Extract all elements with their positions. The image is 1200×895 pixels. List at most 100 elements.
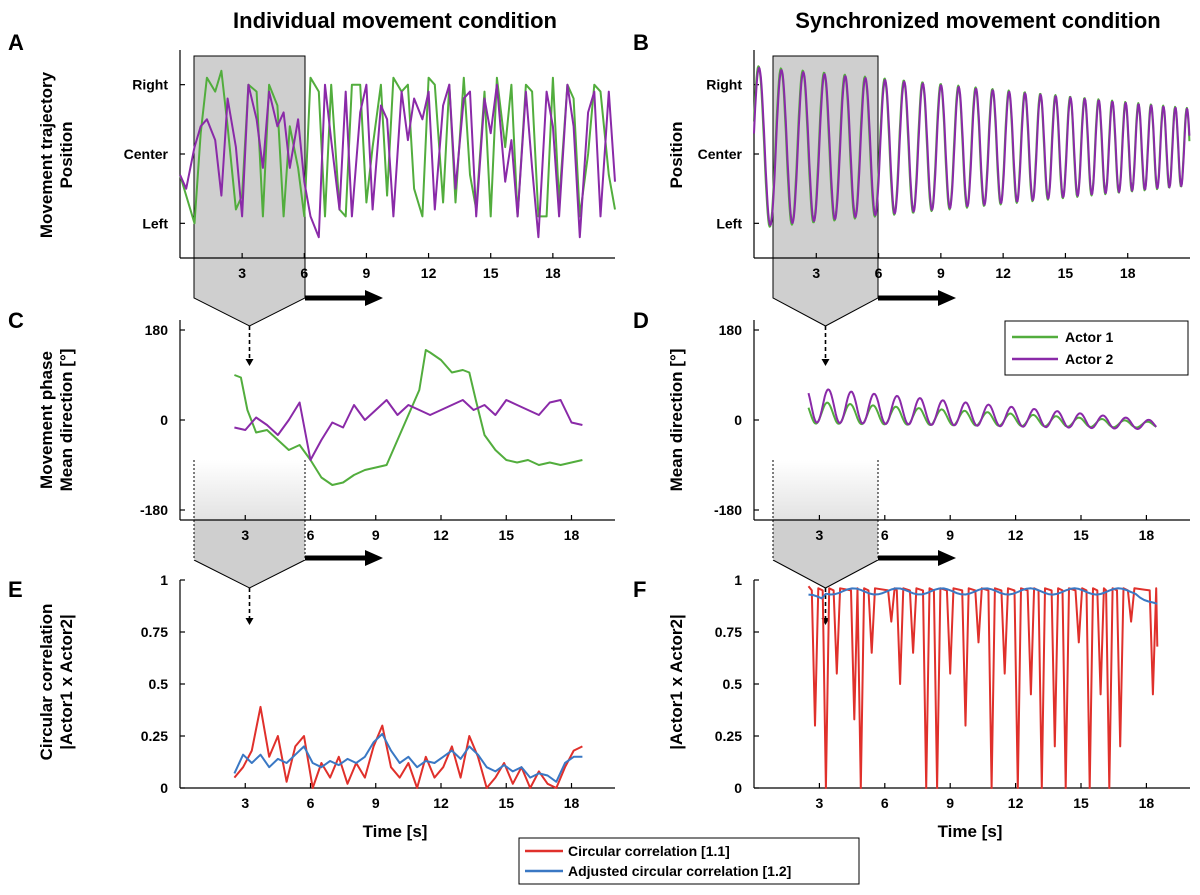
panel-c: 3 6 9 12 15 18 -180 0 180 — [140, 320, 615, 543]
x-tick-label: 12 — [421, 265, 437, 281]
y-tick-label: Left — [142, 215, 168, 231]
panel-letter-a: A — [8, 30, 24, 55]
x-tick-label: 3 — [816, 527, 824, 543]
y-tick-label: 0 — [734, 412, 742, 428]
x-tick-label: 9 — [946, 527, 954, 543]
x-tick-label: 15 — [1073, 527, 1089, 543]
analysis-window-lower — [772, 460, 879, 589]
x-tick-label: 18 — [564, 795, 580, 811]
y-tick-label: Right — [706, 77, 742, 93]
y-tick-label: 0.25 — [141, 728, 168, 744]
dashed-arrow-down-icon — [245, 326, 254, 366]
y-tick-label: 0 — [160, 412, 168, 428]
y-tick-label: 0.25 — [715, 728, 742, 744]
y-tick-label: 0.5 — [723, 676, 743, 692]
x-tick-label: 6 — [875, 265, 883, 281]
dashed-arrow-down-icon — [245, 588, 254, 625]
svg-text:Movement phase: Movement phase — [37, 351, 56, 489]
panel-e: 3 6 9 12 15 18 0 0.25 0.5 0.75 1 — [141, 572, 615, 811]
series-line-2 — [179, 83, 616, 239]
x-tick-label: 12 — [1008, 795, 1024, 811]
panel-letter-d: D — [633, 308, 649, 333]
analysis-window — [193, 55, 306, 327]
y-tick-label: 0.75 — [715, 624, 742, 640]
arrow-right-icon — [305, 290, 383, 306]
panel-d: 3 6 9 12 15 18 -180 0 180 — [714, 320, 1190, 543]
svg-text:Position: Position — [667, 121, 686, 188]
y-tick-label: 0 — [160, 780, 168, 796]
svg-text:Position: Position — [57, 121, 76, 188]
analysis-window-lower — [193, 460, 306, 589]
legend-actor2-label: Actor 2 — [1065, 351, 1113, 367]
x-tick-label: 6 — [307, 795, 315, 811]
legend-actors: Actor 1 Actor 2 — [1004, 320, 1189, 376]
y-label-a: Movement trajectory Position — [37, 71, 76, 238]
x-tick-label: 12 — [995, 265, 1011, 281]
y-label-b: Position — [667, 121, 686, 188]
x-tick-label: 15 — [498, 527, 514, 543]
panel-letter-b: B — [633, 30, 649, 55]
svg-text:Mean direction [°]: Mean direction [°] — [57, 349, 76, 492]
panel-letter-f: F — [633, 577, 646, 602]
x-tick-label: 9 — [363, 265, 371, 281]
svg-text:|Actor1 x Actor2|: |Actor1 x Actor2| — [57, 614, 76, 749]
x-label-e: Time [s] — [363, 822, 428, 841]
x-tick-label: 6 — [881, 795, 889, 811]
panel-b: 3 6 9 12 15 18 Left Center Right — [698, 50, 1191, 281]
arrow-right-icon — [878, 550, 956, 566]
x-tick-label: 3 — [812, 265, 820, 281]
x-tick-label: 3 — [241, 795, 249, 811]
panel-letter-e: E — [8, 577, 23, 602]
y-tick-label: 0 — [734, 780, 742, 796]
x-tick-label: 12 — [433, 527, 449, 543]
x-tick-label: 9 — [946, 795, 954, 811]
y-tick-label: -180 — [714, 502, 742, 518]
y-tick-label: 1 — [160, 572, 168, 588]
series-line-1 — [807, 585, 1159, 789]
title-left: Individual movement condition — [233, 8, 557, 33]
x-tick-label: 9 — [937, 265, 945, 281]
x-tick-label: 15 — [498, 795, 514, 811]
dashed-arrow-down-icon — [821, 326, 830, 366]
arrow-right-icon — [878, 290, 956, 306]
svg-text:Mean direction [°]: Mean direction [°] — [667, 349, 686, 492]
series-line-2 — [753, 66, 1191, 227]
x-tick-label: 3 — [241, 527, 249, 543]
legend-correlation: Circular correlation [1.1] Adjusted circ… — [518, 837, 860, 885]
panel-a: 3 6 9 12 15 18 Left Center Right — [124, 50, 616, 281]
x-tick-label: 3 — [816, 795, 824, 811]
x-tick-label: 15 — [483, 265, 499, 281]
y-label-c: Movement phase Mean direction [°] — [37, 349, 76, 492]
x-tick-label: 18 — [564, 527, 580, 543]
x-tick-label: 9 — [372, 795, 380, 811]
y-tick-label: 0.75 — [141, 624, 168, 640]
y-tick-label: Center — [698, 146, 743, 162]
y-tick-label: Left — [716, 215, 742, 231]
y-tick-label: 1 — [734, 572, 742, 588]
x-tick-label: 6 — [307, 527, 315, 543]
y-label-f: |Actor1 x Actor2| — [667, 614, 686, 749]
x-tick-label: 6 — [300, 265, 308, 281]
x-tick-label: 18 — [545, 265, 561, 281]
x-tick-label: 9 — [372, 527, 380, 543]
arrow-right-icon — [305, 550, 383, 566]
y-tick-label: 0.5 — [149, 676, 169, 692]
x-tick-label: 18 — [1139, 795, 1155, 811]
x-tick-label: 6 — [881, 527, 889, 543]
y-tick-label: 180 — [719, 322, 743, 338]
series-line-2 — [233, 732, 583, 783]
title-right: Synchronized movement condition — [795, 8, 1160, 33]
y-tick-label: Right — [132, 77, 168, 93]
y-tick-label: -180 — [140, 502, 168, 518]
x-tick-label: 18 — [1139, 527, 1155, 543]
svg-text:Circular correlation: Circular correlation — [37, 604, 56, 761]
series-line-2 — [808, 587, 1158, 605]
svg-text:Movement trajectory: Movement trajectory — [37, 71, 56, 238]
x-tick-label: 18 — [1120, 265, 1136, 281]
y-tick-label: Center — [124, 146, 169, 162]
svg-text:|Actor1 x Actor2|: |Actor1 x Actor2| — [667, 614, 686, 749]
legend-circular-label: Circular correlation [1.1] — [568, 843, 730, 859]
series-line-1 — [234, 349, 583, 486]
x-label-f: Time [s] — [938, 822, 1003, 841]
